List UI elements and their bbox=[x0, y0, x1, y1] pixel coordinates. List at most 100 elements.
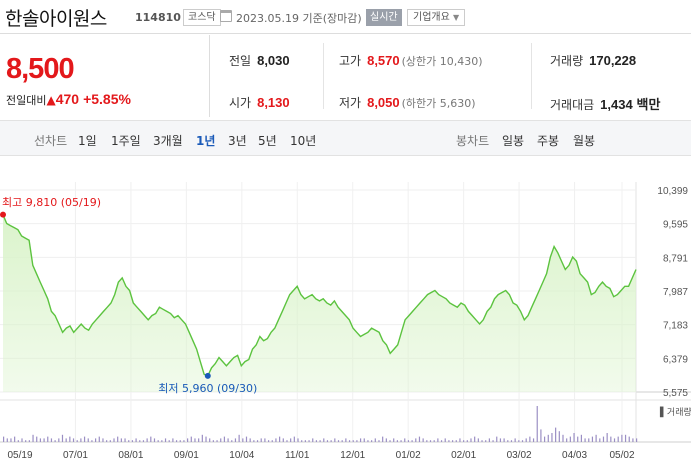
volume-bar bbox=[396, 440, 398, 442]
y-tick-label: 7,987 bbox=[663, 287, 688, 298]
volume-bar bbox=[17, 440, 19, 442]
period-5y[interactable]: 5년 bbox=[258, 134, 277, 148]
x-tick-label: 09/01 bbox=[174, 450, 199, 461]
period-10y[interactable]: 10년 bbox=[290, 134, 317, 148]
volume-bar bbox=[488, 438, 490, 442]
volume-bar bbox=[547, 434, 549, 442]
x-tick-label: 01/02 bbox=[396, 450, 421, 461]
volume-bar bbox=[411, 440, 413, 442]
volume-bar bbox=[606, 433, 608, 442]
x-tick-label: 05/19 bbox=[7, 450, 32, 461]
x-tick-label: 04/03 bbox=[562, 450, 587, 461]
volume-bar bbox=[540, 429, 542, 442]
volume-bar bbox=[201, 434, 203, 442]
volume-bar bbox=[253, 440, 255, 442]
volume-bar bbox=[418, 436, 421, 442]
volume-bar bbox=[234, 438, 237, 442]
volume-bar bbox=[470, 438, 472, 442]
volume-bar bbox=[264, 438, 266, 442]
volume-bar bbox=[393, 438, 395, 442]
candle-monthly[interactable]: 월봉 bbox=[573, 134, 596, 148]
volume-bar bbox=[613, 438, 616, 442]
period-1y[interactable]: 1년 bbox=[196, 134, 216, 148]
stat-low-label: 저가 bbox=[339, 96, 362, 110]
divider bbox=[323, 43, 324, 109]
volume-bar bbox=[260, 438, 262, 442]
volume-bar bbox=[510, 440, 513, 442]
volume-bar bbox=[330, 440, 332, 442]
volume-bar bbox=[345, 438, 347, 442]
volume-bar bbox=[124, 438, 126, 442]
volume-bar bbox=[455, 440, 457, 442]
candle-daily[interactable]: 일봉 bbox=[502, 134, 525, 148]
volume-bar bbox=[198, 438, 200, 442]
calendar-icon bbox=[220, 10, 232, 22]
candle-weekly[interactable]: 주봉 bbox=[537, 134, 560, 148]
stat-prev-label: 전일 bbox=[229, 54, 252, 68]
volume-bar bbox=[463, 440, 465, 442]
volume-bar bbox=[47, 436, 49, 442]
company-overview-button[interactable]: 기업개요 ▼ bbox=[407, 9, 466, 26]
stat-amount: 거래대금 1,434 백만 bbox=[550, 94, 660, 113]
volume-bar bbox=[212, 440, 214, 442]
volume-bar bbox=[139, 440, 141, 442]
volume-bar bbox=[367, 440, 369, 442]
volume-bar bbox=[109, 440, 111, 442]
x-tick-label: 02/01 bbox=[451, 450, 476, 461]
volume-bar bbox=[238, 434, 240, 442]
period-bar: 선차트 1일 1주일 3개월 1년 3년 5년 10년 봉차트 일봉 주봉 월봉 bbox=[0, 120, 691, 156]
stat-amount-value: 1,434 bbox=[600, 97, 633, 112]
volume-bar bbox=[407, 440, 410, 442]
volume-bar bbox=[223, 436, 226, 442]
volume-bar bbox=[591, 436, 594, 442]
chevron-down-icon: ▼ bbox=[453, 13, 460, 22]
period-3y[interactable]: 3년 bbox=[228, 134, 247, 148]
volume-bar bbox=[422, 438, 424, 442]
volume-bar bbox=[400, 440, 402, 442]
volume-bar bbox=[146, 438, 148, 442]
volume-bar bbox=[205, 436, 207, 442]
volume-bar bbox=[128, 440, 130, 442]
x-tick-label: 03/02 bbox=[507, 450, 532, 461]
volume-bar bbox=[135, 438, 137, 442]
volume-bar bbox=[98, 436, 100, 442]
volume-bar bbox=[632, 438, 634, 442]
realtime-button[interactable]: 실시간 bbox=[366, 9, 402, 26]
change-label: 전일대비 bbox=[6, 94, 47, 107]
volume-bar bbox=[106, 440, 108, 442]
volume-bar bbox=[113, 438, 115, 442]
period-3m[interactable]: 3개월 bbox=[153, 134, 183, 148]
volume-bar bbox=[363, 438, 365, 442]
period-1w[interactable]: 1주일 bbox=[111, 134, 141, 148]
volume-bar bbox=[43, 438, 45, 442]
volume-bar bbox=[183, 440, 185, 442]
volume-bar bbox=[492, 440, 494, 442]
volume-bar bbox=[249, 438, 251, 442]
volume-bar bbox=[437, 438, 439, 442]
y-tick-label: 5,575 bbox=[663, 388, 688, 399]
volume-bar bbox=[102, 438, 104, 442]
volume-bar bbox=[352, 440, 354, 442]
volume-bar bbox=[429, 440, 432, 442]
stat-open-label: 시가 bbox=[229, 96, 252, 110]
volume-bar bbox=[529, 436, 531, 442]
volume-bar bbox=[10, 438, 12, 442]
volume-bar bbox=[378, 440, 380, 442]
volume-bar bbox=[142, 440, 145, 442]
volume-bar bbox=[282, 438, 284, 442]
period-1d[interactable]: 1일 bbox=[78, 134, 97, 148]
stock-name[interactable]: 한솔아이원스 bbox=[5, 8, 107, 30]
volume-bar bbox=[312, 438, 314, 442]
volume-bar bbox=[83, 436, 86, 442]
as-of-date: 2023.05.19 기준(장마감) bbox=[236, 12, 362, 25]
volume-bar bbox=[242, 438, 244, 442]
x-tick-label: 08/01 bbox=[118, 450, 143, 461]
volume-bar bbox=[286, 440, 288, 442]
x-tick-label: 07/01 bbox=[63, 450, 88, 461]
volume-bar bbox=[577, 436, 579, 442]
volume-bar bbox=[194, 438, 196, 442]
volume-bar bbox=[271, 440, 273, 442]
y-tick-label: 9,595 bbox=[663, 220, 688, 231]
volume-legend: ▌거래량 bbox=[659, 406, 691, 418]
stat-volume: 거래량 170,228 bbox=[550, 52, 636, 69]
